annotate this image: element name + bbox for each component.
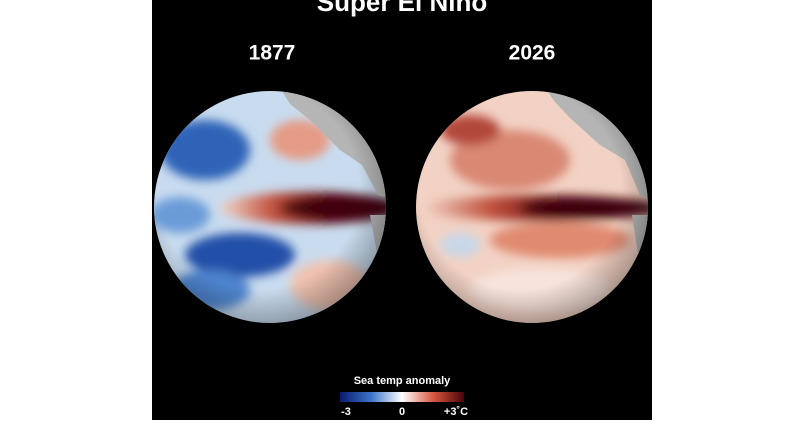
legend-tick: 0 xyxy=(399,406,405,418)
globe-1877 xyxy=(154,91,386,323)
panel-label: 2026 xyxy=(509,42,556,65)
legend-tick: +3˚C xyxy=(444,406,468,418)
panel-label: 1877 xyxy=(249,42,296,65)
legend-title: Sea temp anomaly xyxy=(354,375,451,387)
legend-tick: -3 xyxy=(341,406,351,418)
colorbar xyxy=(340,392,464,402)
title: Super El Nino xyxy=(317,0,487,17)
globe-2026 xyxy=(416,91,648,323)
